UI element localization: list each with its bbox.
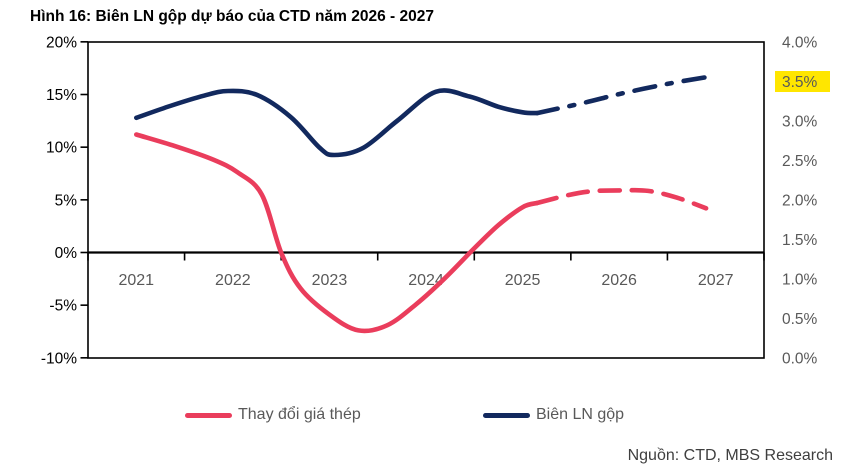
legend-label-gross-margin: Biên LN gộp bbox=[536, 406, 625, 423]
left-axis-label: 0% bbox=[55, 245, 78, 262]
x-axis-label: 2021 bbox=[118, 272, 154, 289]
legend: Thay đổi giá thép Biên LN gộp bbox=[0, 403, 847, 427]
series-steel-price-solid-line bbox=[134, 132, 540, 334]
legend-item-gross-margin: Biên LN gộp bbox=[483, 403, 624, 427]
x-axis-label: 2023 bbox=[312, 272, 348, 289]
right-axis-label: 3.5% bbox=[782, 74, 818, 91]
series-gross-margin-dashed-line bbox=[534, 74, 712, 116]
left-axis-label: -5% bbox=[49, 298, 77, 315]
legend-swatch-gross-margin bbox=[483, 412, 530, 418]
left-axis-label: 20% bbox=[46, 34, 77, 51]
left-axis-label: 15% bbox=[46, 87, 77, 104]
right-axis-label: 3.0% bbox=[782, 114, 818, 131]
series-steel-price-dashed-line bbox=[534, 187, 709, 211]
x-axis-label: 2027 bbox=[698, 272, 734, 289]
plot-border bbox=[87, 41, 765, 359]
x-axis-label: 2022 bbox=[215, 272, 251, 289]
legend-label-steel-price: Thay đổi giá thép bbox=[238, 406, 361, 423]
legend-swatch-steel-price bbox=[185, 412, 232, 418]
right-axis-label: 1.5% bbox=[782, 232, 818, 249]
right-axis-highlight bbox=[775, 71, 830, 92]
chart-title: Hình 16: Biên LN gộp dự báo của CTD năm … bbox=[30, 8, 434, 25]
series-gross-margin-solid-line bbox=[134, 88, 540, 158]
right-axis-label: 0.5% bbox=[782, 311, 818, 328]
right-axis-label: 1.0% bbox=[782, 272, 818, 289]
left-axis-label: -10% bbox=[41, 350, 77, 367]
x-axis-label: 2025 bbox=[505, 272, 541, 289]
left-axis-label: 5% bbox=[55, 192, 78, 209]
source-note: Nguồn: CTD, MBS Research bbox=[627, 447, 833, 464]
right-axis-label: 2.0% bbox=[782, 193, 818, 210]
right-axis-label: 2.5% bbox=[782, 153, 818, 170]
x-axis-label: 2026 bbox=[601, 272, 637, 289]
left-axis-label: 10% bbox=[46, 140, 77, 157]
right-axis-label: 0.0% bbox=[782, 351, 818, 368]
right-axis-label: 4.0% bbox=[782, 35, 818, 52]
legend-item-steel-price: Thay đổi giá thép bbox=[185, 403, 361, 427]
